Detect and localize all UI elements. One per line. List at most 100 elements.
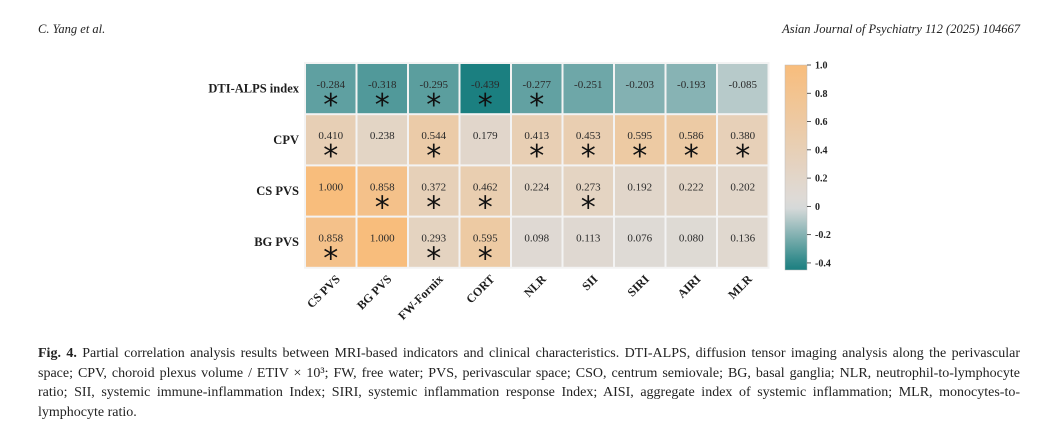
significance-marker: *	[478, 242, 493, 277]
cell-value-label: 0.192	[627, 181, 652, 193]
heatmap-cell	[718, 115, 768, 165]
heatmap-cell	[512, 166, 562, 216]
heatmap-cell	[512, 217, 562, 267]
column-label: CORT	[463, 272, 497, 306]
cell-value-label: -0.203	[626, 79, 655, 91]
cell-value-label: 0.595	[473, 233, 498, 245]
significance-marker: *	[323, 242, 338, 277]
cell-value-label: 0.858	[318, 233, 343, 245]
significance-marker: *	[632, 139, 647, 174]
cell-value-label: 0.544	[421, 130, 446, 142]
cell-value-label: 1.000	[370, 233, 395, 245]
heatmap-cell	[460, 217, 510, 267]
cell-value-label: 0.273	[576, 181, 601, 193]
heatmap-cell	[460, 115, 510, 165]
colorbar-tick-label: 0.8	[815, 89, 828, 100]
cell-value-label: 0.293	[421, 233, 446, 245]
significance-marker: *	[323, 139, 338, 174]
colorbar-tick-label: 0.4	[815, 145, 828, 156]
column-label: BG PVS	[354, 272, 395, 313]
significance-marker: *	[529, 88, 544, 123]
cell-value-label: 0.453	[576, 130, 601, 142]
cell-value-label: 0.222	[679, 181, 704, 193]
heatmap-cell	[615, 217, 665, 267]
heatmap-cell	[357, 64, 407, 114]
significance-marker: *	[529, 139, 544, 174]
column-label: AIRI	[675, 272, 704, 301]
cell-value-label: 0.113	[576, 233, 601, 245]
row-label: BG PVS	[254, 235, 299, 249]
significance-marker: *	[375, 190, 390, 225]
significance-marker: *	[426, 190, 441, 225]
cell-value-label: 0.179	[473, 130, 498, 142]
cell-value-label: -0.295	[420, 79, 449, 91]
cell-value-label: 0.462	[473, 181, 498, 193]
heatmap-cell	[718, 64, 768, 114]
heatmap-cell	[460, 64, 510, 114]
cell-value-label: -0.318	[368, 79, 397, 91]
heatmap-cell	[306, 64, 356, 114]
significance-marker: *	[323, 88, 338, 123]
colorbar-tick-label: 0	[815, 202, 820, 213]
significance-marker: *	[478, 88, 493, 123]
heatmap-cell	[563, 166, 613, 216]
heatmap-cell	[563, 64, 613, 114]
figure-caption-text: Partial correlation analysis results bet…	[38, 346, 1020, 420]
running-header-journal: Asian Journal of Psychiatry 112 (2025) 1…	[782, 22, 1020, 36]
correlation-heatmap: -0.284*-0.318*-0.295*-0.439*-0.277*-0.25…	[208, 61, 831, 323]
heatmap-cell	[563, 115, 613, 165]
cell-value-label: -0.085	[729, 79, 758, 91]
cell-value-label: -0.284	[317, 79, 346, 91]
colorbar-tick-label: 0.6	[815, 117, 828, 128]
significance-marker: *	[426, 139, 441, 174]
cell-value-label: 0.380	[730, 130, 755, 142]
heatmap-cell	[666, 64, 716, 114]
column-label: SIRI	[625, 272, 653, 300]
heatmap-cell	[357, 115, 407, 165]
figure-label: Fig. 4.	[38, 346, 77, 361]
heatmap-cell	[666, 115, 716, 165]
heatmap-cell	[512, 64, 562, 114]
significance-marker: *	[426, 242, 441, 277]
colorbar-tick-label: 0.2	[815, 174, 828, 185]
cell-value-label: 0.858	[370, 181, 395, 193]
significance-marker: *	[478, 190, 493, 225]
row-label: CS PVS	[256, 184, 299, 198]
column-label: MLR	[725, 272, 755, 302]
heatmap-cell	[666, 166, 716, 216]
heatmap-cell	[409, 64, 459, 114]
heatmap-cell	[409, 115, 459, 165]
heatmap-cell	[357, 217, 407, 267]
cell-value-label: 0.586	[679, 130, 704, 142]
significance-marker: *	[426, 88, 441, 123]
figure-caption: Fig. 4. Partial correlation analysis res…	[38, 344, 1020, 422]
heatmap-cell	[306, 166, 356, 216]
heatmap-cell	[718, 217, 768, 267]
cell-value-label: 0.238	[370, 130, 395, 142]
column-label: SII	[579, 272, 600, 293]
colorbar-tick-label: 1.0	[815, 61, 828, 72]
cell-value-label: 1.000	[318, 181, 343, 193]
significance-marker: *	[375, 88, 390, 123]
column-label: NLR	[521, 272, 549, 300]
cell-value-label: 0.413	[524, 130, 549, 142]
cell-value-label: 0.080	[679, 233, 704, 245]
cell-value-label: 0.372	[421, 181, 446, 193]
cell-value-label: -0.193	[677, 79, 706, 91]
heatmap-cell	[615, 166, 665, 216]
row-label: DTI-ALPS index	[208, 82, 299, 96]
cell-value-label: 0.076	[627, 233, 652, 245]
heatmap-cell	[409, 217, 459, 267]
cell-value-label: 0.224	[524, 181, 549, 193]
heatmap-cell	[666, 217, 716, 267]
colorbar	[784, 64, 808, 271]
row-label: CPV	[273, 133, 299, 147]
cell-value-label: -0.251	[574, 79, 602, 91]
colorbar-tick-label: -0.4	[815, 258, 831, 269]
heatmap-cell	[563, 217, 613, 267]
heatmap-cell	[306, 115, 356, 165]
heatmap-cell	[306, 217, 356, 267]
cell-value-label: 0.202	[730, 181, 755, 193]
significance-marker: *	[581, 139, 596, 174]
column-label: FW-Fornix	[395, 272, 446, 323]
